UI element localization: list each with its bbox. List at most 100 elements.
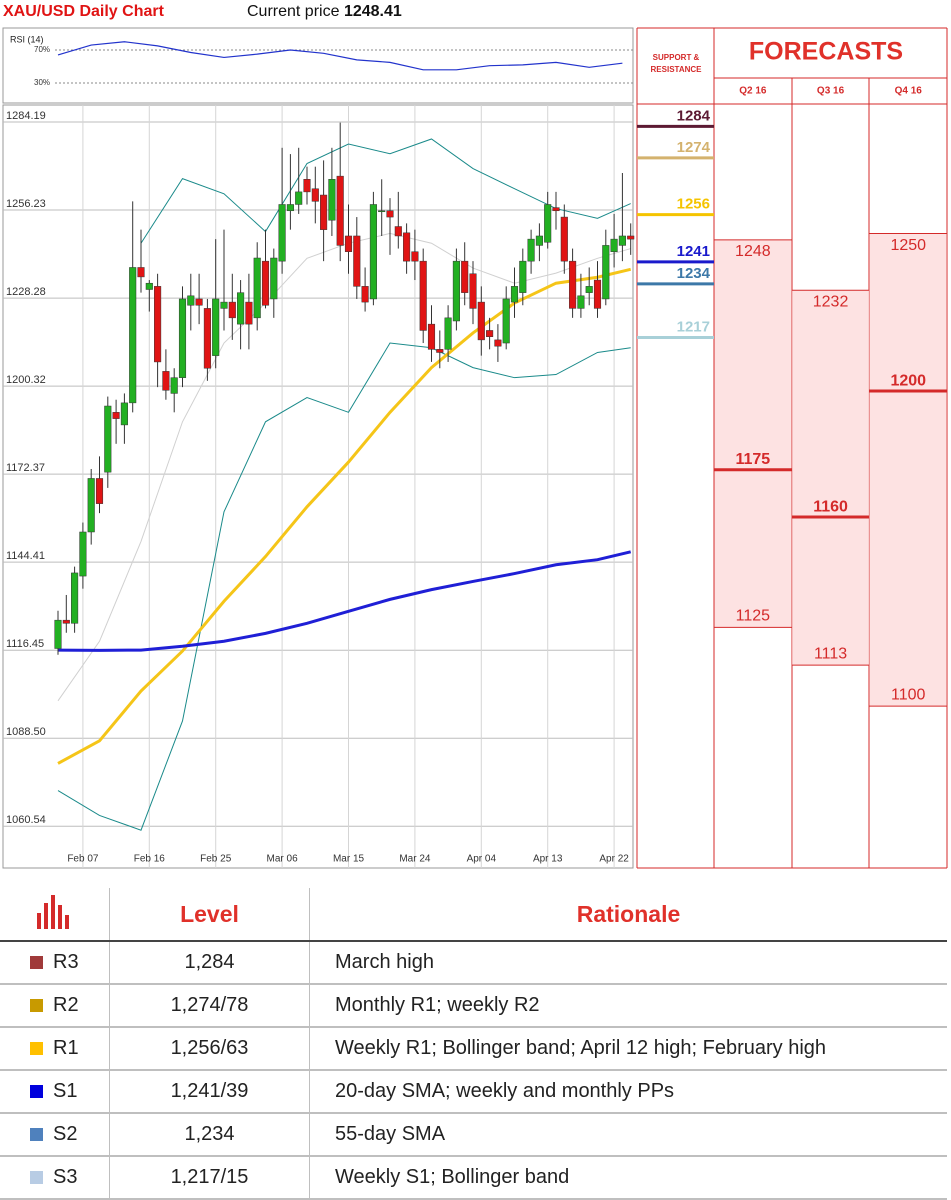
- candle-body: [610, 238, 618, 252]
- row-label: S2: [53, 1123, 78, 1145]
- table-body: R3 1,284 March high R2 1,274/78 Monthly R1; w…: [0, 941, 947, 1200]
- levels-table: Level Rationale R3 1,284 March high R2 1,274…: [0, 888, 947, 1200]
- legend-swatch: [30, 1042, 43, 1055]
- candle-body: [477, 301, 485, 341]
- level-cell: 1,234: [109, 1113, 310, 1157]
- table-row: S3 1,217/15 Weekly S1; Bollinger band: [0, 1156, 947, 1200]
- candle-body: [344, 235, 353, 252]
- candle-body: [353, 235, 361, 287]
- forecast-label: 1125: [736, 608, 771, 625]
- chart-title: XAU/USD Daily Chart: [3, 3, 164, 20]
- level-label: 1217: [677, 318, 710, 335]
- candle-body: [394, 226, 402, 237]
- candle-body: [627, 235, 635, 240]
- candle-body: [303, 179, 311, 193]
- y-tick-label: 1228.28: [6, 286, 46, 298]
- row-label-cell: S3: [0, 1156, 110, 1200]
- candle-body: [270, 257, 278, 300]
- y-tick-label: 1284.19: [6, 110, 46, 122]
- table-row: R1 1,256/63 Weekly R1; Bollinger band; Apr…: [0, 1027, 947, 1071]
- candle-body: [436, 349, 444, 353]
- legend-swatch: [30, 1171, 43, 1184]
- level-cell: 1,284: [109, 941, 310, 985]
- level-label: 1234: [677, 265, 711, 282]
- forecast-range: [869, 233, 947, 707]
- candle-body: [286, 204, 294, 212]
- candle-body: [585, 286, 593, 293]
- rationale-cell: Weekly S1; Bollinger band: [309, 1156, 947, 1200]
- indicator-line: [57, 267, 632, 765]
- candle-body: [444, 317, 452, 350]
- candle-body: [261, 260, 270, 306]
- rationale-cell: Weekly R1; Bollinger band; April 12 high…: [309, 1027, 947, 1071]
- rsi-title: RSI (14): [10, 34, 44, 44]
- level-label: 1241: [677, 243, 710, 260]
- header-cell: Level: [109, 888, 310, 942]
- forecast-label: 1160: [813, 498, 848, 515]
- row-label-cell: S2: [0, 1113, 110, 1157]
- candle-body: [403, 232, 411, 262]
- forecast-label: 1200: [890, 372, 926, 389]
- y-tick-label: 70%: [34, 45, 50, 54]
- candle-body: [519, 260, 527, 293]
- candle-body: [162, 371, 170, 391]
- candle-body: [469, 273, 477, 309]
- candle-body: [618, 235, 626, 246]
- candle-body: [278, 204, 286, 262]
- forecast-label: 1248: [735, 243, 771, 260]
- y-tick-label: 1144.41: [6, 550, 45, 562]
- candle-body: [569, 260, 577, 309]
- candle-body: [560, 216, 568, 262]
- rsi-frame: [2, 27, 634, 104]
- candle-body: [577, 295, 585, 309]
- candle-body: [253, 257, 261, 319]
- candle-body: [593, 279, 602, 309]
- candle-body: [320, 194, 328, 230]
- candle-body: [195, 298, 203, 306]
- candle-body: [178, 298, 187, 378]
- current-price: Current price 1248.41: [247, 3, 402, 21]
- candle-body: [411, 251, 419, 262]
- forecast-frame: [636, 27, 948, 869]
- candle-body: [361, 286, 369, 303]
- forecast-label: 1232: [813, 293, 849, 310]
- candle-body: [486, 330, 494, 337]
- candle-body: [137, 267, 145, 278]
- candle-body: [502, 298, 510, 344]
- x-tick-label: Mar 06: [267, 854, 299, 865]
- x-tick-label: Mar 24: [399, 854, 431, 865]
- candle-body: [295, 191, 303, 205]
- candle-body: [378, 210, 386, 213]
- forecast-label: 1250: [890, 237, 926, 254]
- row-label: R2: [53, 994, 79, 1016]
- table-row: S2 1,234 55-day SMA: [0, 1113, 947, 1157]
- candle-body: [203, 308, 211, 369]
- x-tick-label: Feb 25: [200, 854, 232, 865]
- legend-swatch: [30, 999, 43, 1012]
- bar-icon: [36, 895, 69, 929]
- level-cell: 1,256/63: [109, 1027, 310, 1071]
- candle-body: [212, 298, 220, 356]
- forecast-range: [792, 290, 869, 666]
- rsi-line: [57, 41, 623, 71]
- forecast-label: 1113: [814, 645, 847, 662]
- rationale-cell: 20-day SMA; weekly and monthly PPs: [309, 1070, 947, 1114]
- level-label: 1256: [677, 196, 710, 213]
- row-label: S1: [53, 1080, 78, 1102]
- candle-body: [54, 619, 62, 649]
- candle-body: [544, 204, 552, 243]
- row-label-cell: R2: [0, 984, 110, 1028]
- candle-body: [369, 204, 377, 300]
- forecast-title: FORECASTS: [749, 38, 903, 66]
- y-tick-label: 1060.54: [6, 814, 46, 826]
- row-label: R3: [53, 951, 79, 973]
- level-label: 1274: [677, 139, 711, 156]
- table-header: Level Rationale: [0, 888, 947, 942]
- candle-body: [95, 478, 104, 504]
- candle-body: [461, 260, 469, 293]
- y-tick-label: 30%: [34, 78, 50, 87]
- candle-body: [62, 619, 70, 624]
- legend-swatch: [30, 1085, 43, 1098]
- header-cell: Rationale: [309, 888, 947, 942]
